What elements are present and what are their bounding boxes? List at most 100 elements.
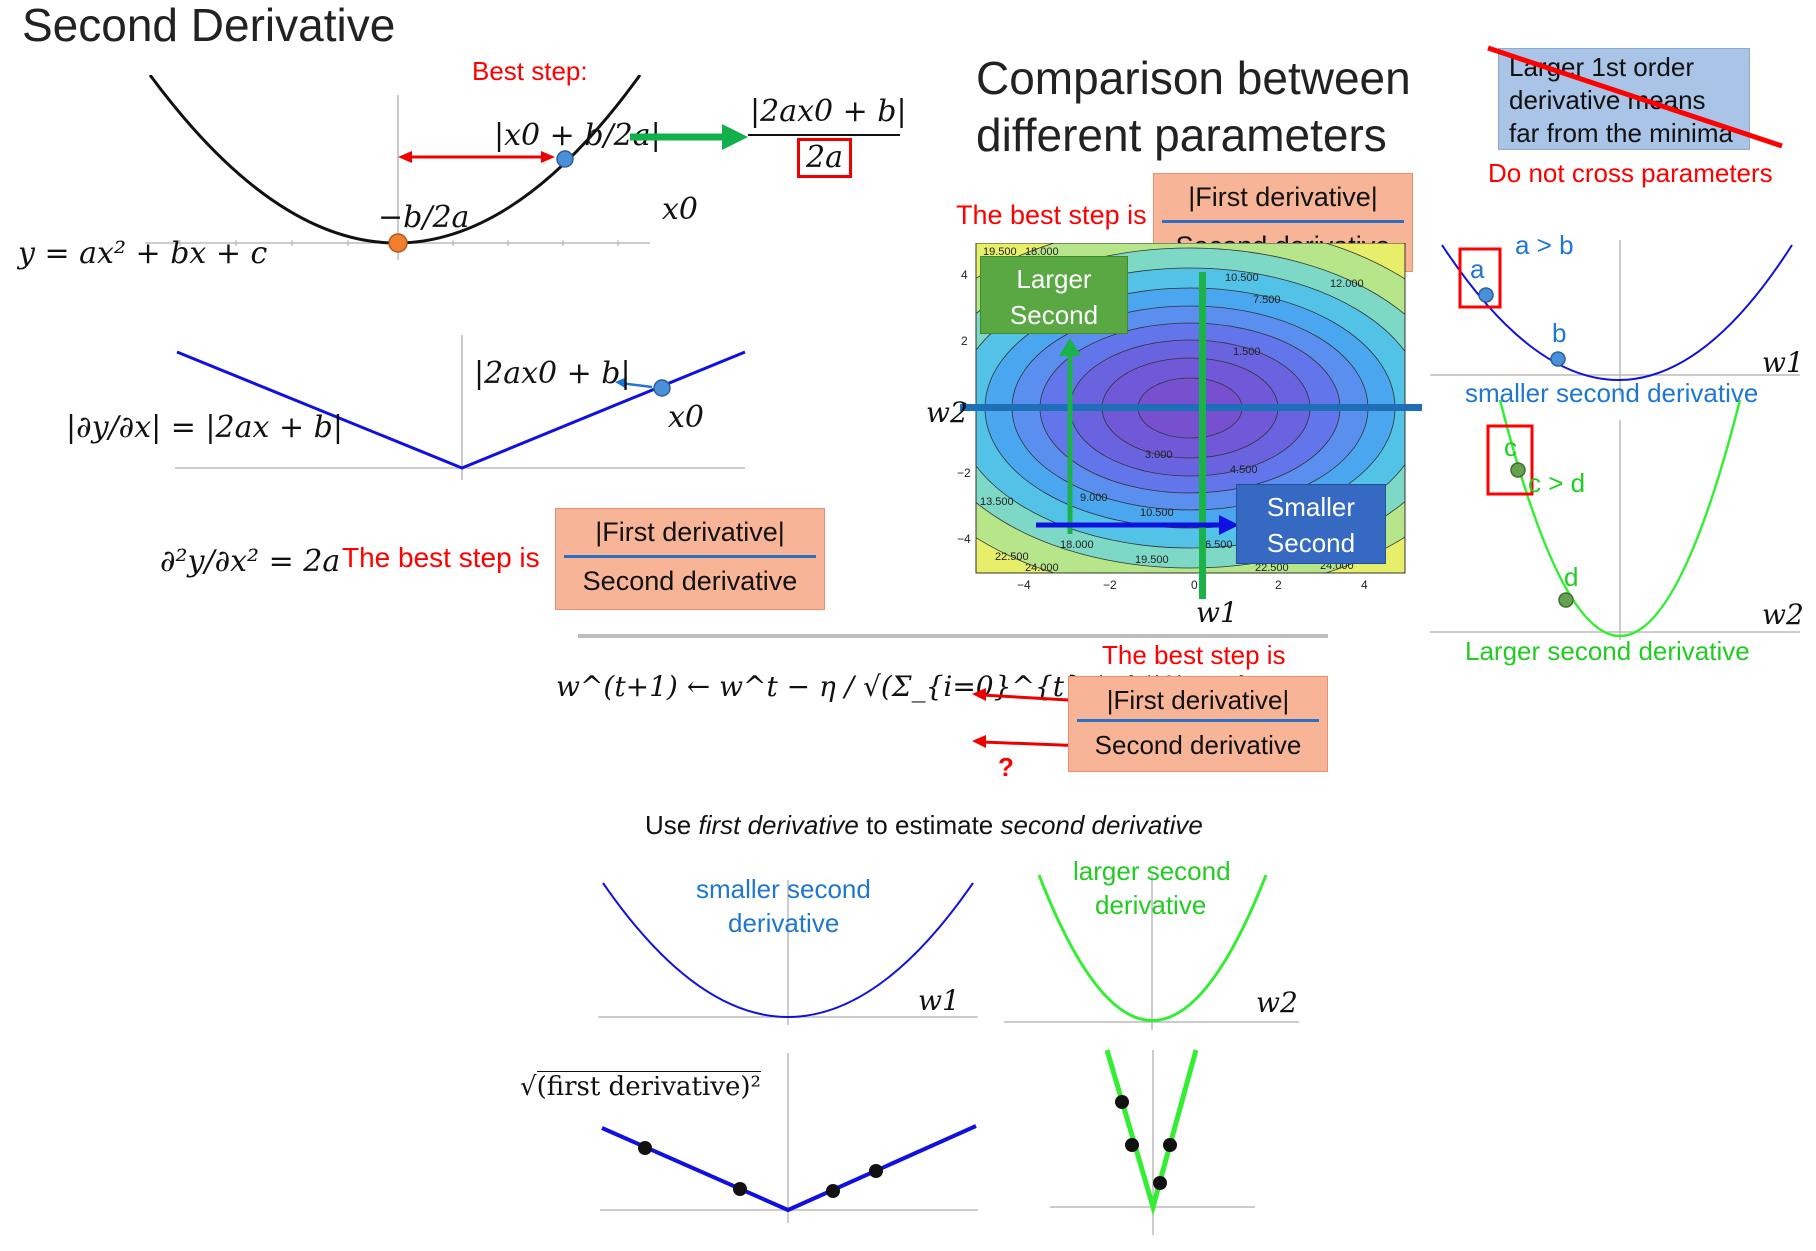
bottom-w2-parabola — [1004, 874, 1299, 1030]
contour-label: 18.000 — [1060, 539, 1094, 551]
smaller-second-label: smaller second derivative — [1465, 378, 1759, 408]
y-tick-label: −4 — [957, 532, 971, 546]
bottom-abs-plot-blue — [600, 1053, 978, 1223]
bottom-w1-parabola — [598, 880, 978, 1025]
contour-label: 7.500 — [1253, 294, 1281, 306]
x0-label-top: x0 — [662, 192, 699, 227]
x-tick-label: −4 — [1017, 578, 1031, 592]
contour-label: 18.000 — [1025, 246, 1059, 258]
result-numerator: |2ax0 + b| — [750, 94, 907, 129]
green-result-arrow — [630, 124, 748, 150]
w2-large-plot — [1430, 400, 1800, 640]
abs-derivative-plot — [175, 335, 746, 480]
result-fraction-bar — [748, 134, 900, 136]
contour-label: 19.500 — [983, 246, 1017, 258]
contour-label: 10.500 — [1140, 507, 1174, 519]
contour-label: 12.000 — [1330, 278, 1364, 290]
fraction-bar — [564, 555, 816, 558]
w1-label-right: w1 — [1762, 346, 1804, 379]
best-step-fraction-left: |First derivative| Second derivative — [555, 508, 825, 610]
fraction-numerator: |First derivative| — [595, 517, 785, 547]
contour-label: 6.500 — [1205, 539, 1233, 551]
vertex-label: −b/2a — [378, 200, 470, 235]
up-arrow-green — [1059, 338, 1081, 534]
w1-label-mid: w1 — [1196, 596, 1238, 629]
best-step-label: Best step: — [472, 56, 588, 86]
y-tick-label: 4 — [961, 268, 968, 282]
contour-label: 13.500 — [980, 496, 1014, 508]
best-step-fraction-bottom: |First derivative| Second derivative — [1068, 676, 1328, 772]
fraction-denominator: Second derivative — [582, 566, 798, 596]
contour-label: 1.500 — [1233, 346, 1261, 358]
sqrt-radicand: (first derivative)² — [536, 1071, 761, 1102]
fraction-numerator: |First derivative| — [1188, 182, 1378, 212]
bottom-w1-label: w1 — [918, 984, 960, 1017]
callout-line: Larger — [1016, 264, 1092, 294]
comparison-title-line2: different parameters — [976, 109, 1387, 161]
comparison-title-line1: Comparison between — [976, 52, 1411, 104]
fraction-bar — [1077, 719, 1319, 722]
fraction-numerator: |First derivative| — [1106, 685, 1290, 715]
bottom-smaller-label-2: derivative — [728, 908, 840, 938]
w2-axis-line — [960, 404, 1422, 411]
a-label: a — [1470, 254, 1485, 284]
d-label: d — [1564, 562, 1579, 592]
best-step-text-left: The best step is — [342, 542, 540, 573]
w1-axis-line — [1199, 272, 1206, 599]
caption: Use first derivative to estimate second … — [645, 810, 1203, 841]
caption-pre: Use — [645, 810, 699, 840]
x-tick-label: 4 — [1361, 578, 1368, 592]
w1-small-plot — [1430, 240, 1800, 395]
result-denominator: 2a — [797, 138, 852, 178]
best-step-text-mid: The best step is — [956, 200, 1147, 230]
right-arrow-blue — [1036, 515, 1239, 535]
y-tick-label: 2 — [961, 334, 968, 348]
bottom-smaller-label-1: smaller second — [696, 874, 871, 904]
second-derivative-equation: ∂²y/∂x² = 2a — [160, 544, 341, 579]
w2-label-mid: w2 — [926, 396, 968, 429]
section-divider — [578, 634, 1328, 638]
x-tick-label: −2 — [1103, 578, 1117, 592]
abs-derivative-equation: |∂y/∂x| = |2ax + b| — [66, 410, 343, 445]
w2-label-right: w2 — [1762, 598, 1804, 631]
callout-line: Second — [1009, 300, 1099, 330]
callout-line: Smaller — [1266, 492, 1356, 522]
sqrt-first-derivative-label: √(first derivative)² — [520, 1071, 761, 1102]
do-not-cross-label: Do not cross parameters — [1488, 158, 1773, 188]
caption-em2: second derivative — [1000, 810, 1203, 840]
fraction-bar — [1162, 220, 1404, 223]
quadratic-equation: y = ax² + bx + c — [18, 236, 268, 271]
x-tick-label: 0 — [1191, 578, 1198, 592]
x-tick-label: 2 — [1275, 578, 1282, 592]
best-step-text-bottom: The best step is — [1102, 640, 1286, 670]
c-label: c — [1504, 432, 1517, 462]
larger-second-label: Larger second derivative — [1465, 636, 1750, 666]
bottom-w2-label: w2 — [1256, 986, 1298, 1019]
contour-label: 9.000 — [1080, 492, 1108, 504]
callout-line: Second — [1266, 528, 1356, 558]
question-mark: ? — [998, 752, 1014, 782]
y-tick-label: −2 — [957, 466, 971, 480]
a-gt-b-label: a > b — [1515, 230, 1574, 260]
contour-label: 24.000 — [1025, 562, 1059, 574]
bottom-larger-label-2: derivative — [1095, 890, 1207, 920]
contour-label: 22.500 — [1255, 562, 1289, 574]
quadratic-plot — [145, 75, 650, 260]
note-strike-line — [1487, 45, 1783, 149]
caption-mid: to estimate — [858, 810, 1001, 840]
contour-label: 4.500 — [1230, 464, 1258, 476]
abs-expression: |2ax0 + b| — [474, 356, 631, 391]
contour-label: 3.000 — [1145, 449, 1173, 461]
left-title: Second Derivative — [22, 0, 396, 51]
smaller-second-callout: Smaller Second — [1236, 484, 1386, 564]
bottom-abs-plot-green — [1050, 1049, 1255, 1235]
contour-label: 19.500 — [1135, 554, 1169, 566]
contour-label: 10.500 — [1225, 272, 1259, 284]
contour-label: 22.500 — [995, 551, 1029, 563]
caption-em1: first derivative — [698, 810, 859, 840]
c-gt-d-label: c > d — [1528, 468, 1586, 498]
b-label: b — [1552, 318, 1567, 348]
bottom-larger-label-1: larger second — [1073, 856, 1231, 886]
fraction-denominator: Second derivative — [1094, 730, 1302, 760]
x0-label-bottom: x0 — [668, 400, 705, 435]
